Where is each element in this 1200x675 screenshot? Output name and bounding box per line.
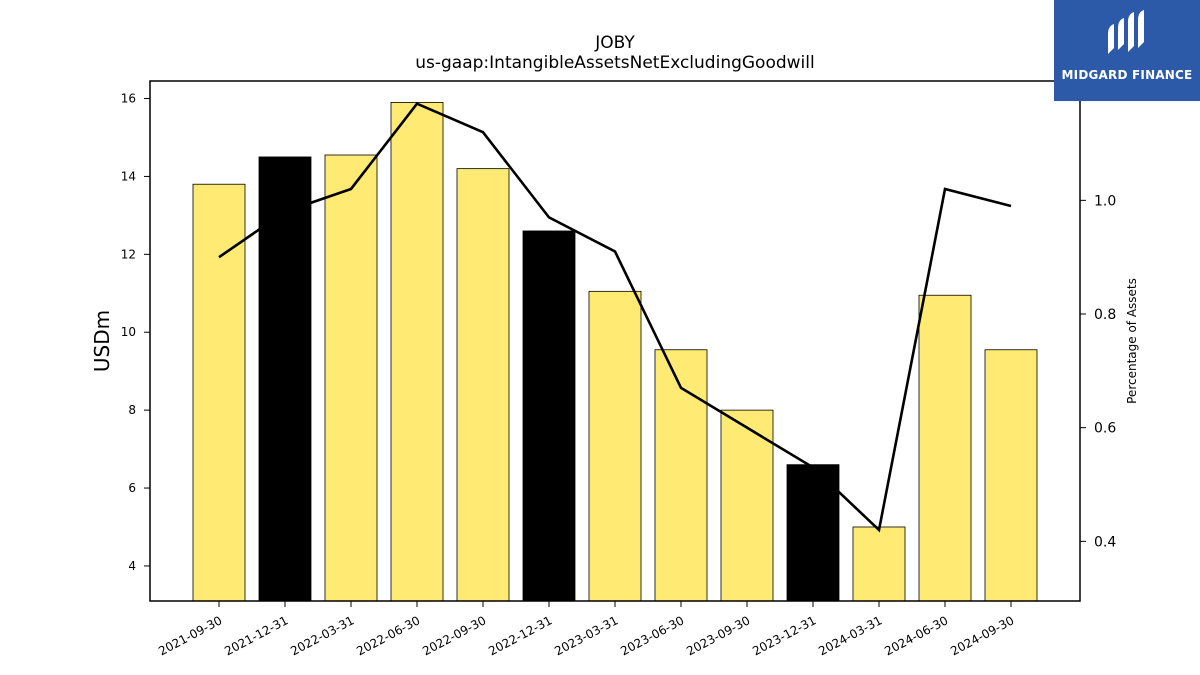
x-tick-label: 2024-09-30 [948,613,1016,658]
right-tick-label: 1.0 [1094,193,1116,209]
logo-text: MIDGARD FINANCE [1061,68,1193,82]
bar-2023-03-31 [588,290,642,602]
chart-title: JOBY [594,33,635,53]
x-axis: 2021-09-302021-12-312022-03-312022-06-30… [156,601,1016,658]
left-tick-label: 16 [121,92,136,106]
bar-2022-06-30 [390,102,444,602]
left-tick-label: 8 [128,403,136,417]
x-tick-label: 2021-12-31 [222,613,290,658]
right-y-axis: 0.4 0.6 0.8 1.0 [1080,193,1116,550]
bar-2024-06-30 [918,294,972,602]
x-tick-label: 2024-03-31 [816,613,884,658]
left-y-axis: 4 6 8 10 12 14 16 [121,92,150,573]
bar-2022-09-30 [456,168,510,602]
brand-logo: MIDGARD FINANCE [1054,0,1200,101]
x-tick-label: 2021-09-30 [156,613,224,658]
bar-2023-09-30 [720,409,774,602]
x-tick-label: 2023-06-30 [618,613,686,658]
line-series [218,102,1012,533]
bar-2024-09-30 [984,349,1038,602]
x-tick-label: 2022-06-30 [354,613,422,658]
right-tick-label: 0.6 [1094,421,1116,437]
left-tick-label: 6 [128,481,136,495]
bar-2022-12-31 [522,230,576,602]
x-tick-label: 2022-03-31 [288,613,356,658]
x-tick-label: 2024-06-30 [882,613,950,658]
left-tick-label: 14 [121,169,136,183]
bar-2023-06-30 [654,349,708,602]
y-axis-label-right: Percentage of Assets [1125,278,1139,404]
right-tick-label: 0.4 [1094,534,1116,550]
right-tick-label: 0.8 [1094,307,1116,323]
x-tick-label: 2022-09-30 [420,613,488,658]
left-tick-label: 10 [121,325,136,339]
bar-2022-03-31 [324,154,378,602]
logo-mark-icon [1108,10,1144,54]
percentage-line [218,102,1012,533]
left-tick-label: 4 [128,559,136,573]
chart-subtitle: us-gaap:IntangibleAssetsNetExcludingGood… [415,53,814,73]
x-tick-label: 2023-03-31 [552,613,620,658]
bar-2024-03-31 [852,526,906,602]
x-tick-label: 2022-12-31 [486,613,554,658]
bar-2021-09-30 [192,183,246,602]
x-tick-label: 2023-12-31 [750,613,818,658]
bar-2023-12-31 [786,464,840,602]
bar-2021-12-31 [258,156,312,602]
bar-series [192,102,1038,602]
x-tick-label: 2023-09-30 [684,613,752,658]
y-axis-label-left: USDm [90,310,114,372]
left-tick-label: 12 [121,247,136,261]
